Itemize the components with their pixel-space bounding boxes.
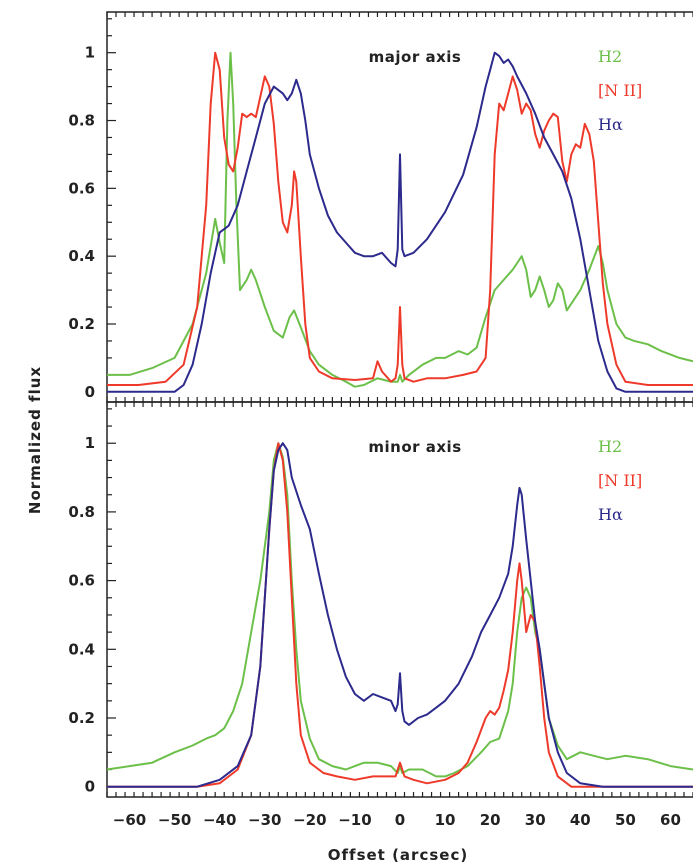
y-tick-label-minor: 0.8 bbox=[68, 503, 95, 521]
series-line-nii-major bbox=[107, 51, 693, 386]
x-tick-label: 20 bbox=[480, 811, 501, 829]
series-line-h2-minor bbox=[106, 442, 693, 778]
panel-minor-axis: 0 0.2 0.4 0.6 0.8 1 −60 −50 −40 −30 −20 −10 0 10 20 30 4… bbox=[68, 401, 693, 829]
series-line-h2-major bbox=[107, 51, 693, 388]
y-tick-label-minor: 0.6 bbox=[68, 572, 95, 590]
series-line-nii-minor bbox=[107, 442, 693, 788]
x-tick-label: 50 bbox=[615, 811, 636, 829]
x-axis-label: Offset (arcsec) bbox=[328, 846, 468, 864]
y-axis-label: Normalized flux bbox=[26, 366, 44, 514]
plot-frame-minor bbox=[106, 401, 693, 798]
y-tick-label-major: 0.6 bbox=[68, 179, 95, 197]
y-tick-label-major: 0.4 bbox=[68, 247, 95, 265]
y-tick-label-major: 0.8 bbox=[68, 112, 95, 130]
plot-frame-major bbox=[106, 11, 693, 403]
y-tick-label-minor: 0 bbox=[85, 778, 95, 796]
legend-entry-nii-minor: [N II] bbox=[598, 471, 642, 490]
legend-entry-halpha-major: Hα bbox=[598, 115, 623, 134]
x-tick-label: 10 bbox=[435, 811, 456, 829]
y-tick-label-major: 1 bbox=[85, 44, 95, 62]
x-tick-label: 60 bbox=[660, 811, 681, 829]
x-tick-label: −30 bbox=[248, 811, 281, 829]
x-tick-label: −60 bbox=[113, 811, 146, 829]
legend-entry-halpha-minor: Hα bbox=[598, 505, 623, 524]
panel-title-major: major axis bbox=[369, 48, 462, 66]
x-tick-label: −40 bbox=[203, 811, 236, 829]
x-tick-label: −20 bbox=[293, 811, 326, 829]
series-line-halpha-major bbox=[107, 51, 693, 393]
x-tick-label: −10 bbox=[338, 811, 371, 829]
y-tick-label-minor: 1 bbox=[85, 434, 95, 452]
y-tick-label-minor: 0.4 bbox=[68, 640, 95, 658]
panel-title-minor: minor axis bbox=[368, 438, 461, 456]
x-tick-label: 0 bbox=[395, 811, 405, 829]
legend-entry-h2-major: H2 bbox=[598, 47, 622, 66]
legend-entry-nii-major: [N II] bbox=[598, 81, 642, 100]
legend-entry-h2-minor: H2 bbox=[598, 437, 622, 456]
y-tick-label-major: 0.2 bbox=[68, 315, 95, 333]
panel-major-axis: 0 0.2 0.4 0.6 0.8 1 major axis H2 [N II] Hα bbox=[68, 11, 693, 403]
y-tick-label-major: 0 bbox=[85, 383, 95, 401]
x-tick-label: 40 bbox=[570, 811, 591, 829]
series-line-halpha-minor bbox=[107, 442, 693, 788]
x-tick-label: 30 bbox=[525, 811, 546, 829]
y-tick-label-minor: 0.2 bbox=[68, 709, 95, 727]
x-tick-label: −50 bbox=[158, 811, 191, 829]
